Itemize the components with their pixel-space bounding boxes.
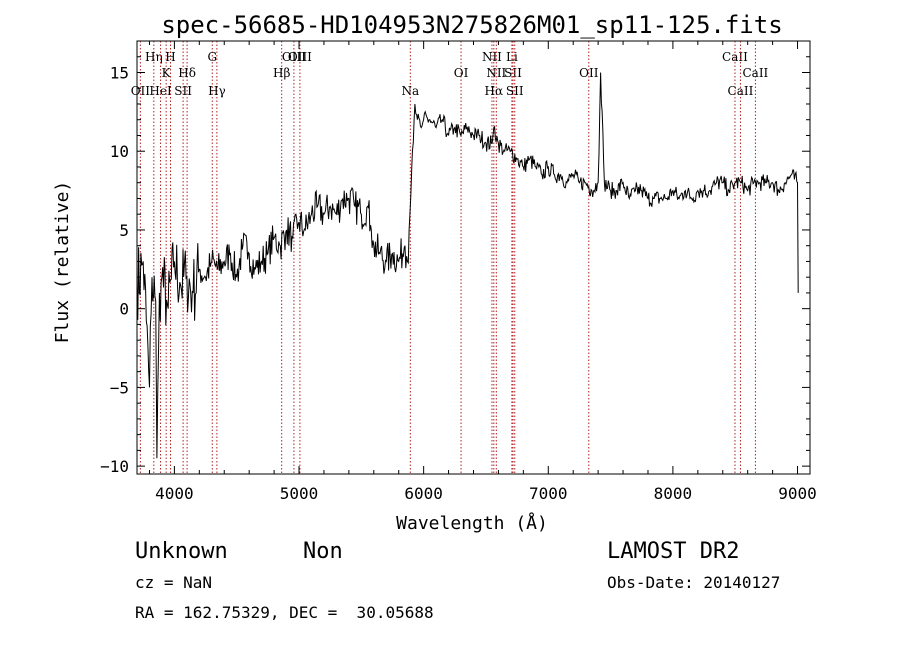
- y-tick-label: −5: [110, 378, 129, 397]
- object-subclass: Non: [303, 539, 343, 564]
- y-tick-label: −10: [100, 457, 129, 476]
- x-tick-label: 5000: [280, 484, 319, 503]
- line-marker-label: NII: [482, 50, 502, 64]
- line-marker-label: G: [207, 50, 217, 64]
- chart-title: spec-56685-HD104953N275826M01_sp11-125.f…: [161, 11, 782, 39]
- spectrum-line: [136, 72, 799, 459]
- line-marker-label: SII: [506, 84, 524, 98]
- y-tick-label: 10: [110, 142, 129, 161]
- survey-name: LAMOST DR2: [607, 539, 740, 564]
- y-axis-label: Flux (relative): [52, 181, 73, 344]
- line-marker-label: Hβ: [273, 66, 290, 80]
- line-marker-label: OII: [131, 84, 151, 98]
- line-marker-label: SII: [504, 66, 522, 80]
- line-marker-label: OIII: [282, 50, 306, 64]
- x-tick-label: 8000: [654, 484, 693, 503]
- line-marker-label: OI: [454, 66, 469, 80]
- x-tick-label: 9000: [778, 484, 817, 503]
- x-axis-label: Wavelength (Å): [396, 512, 548, 534]
- y-tick-label: 0: [119, 300, 129, 319]
- y-tick-label: 15: [110, 63, 129, 82]
- y-tick-label: 5: [119, 221, 129, 240]
- plot-frame: [136, 40, 811, 475]
- line-marker-label: Hγ: [208, 84, 226, 98]
- axes: 4000 5000 6000 7000 8000 9000 −10 −5 0 5 10 15: [100, 41, 817, 503]
- observation-date: Obs-Date: 20140127: [607, 573, 781, 592]
- line-marker-label: CaII: [722, 50, 748, 64]
- line-marker-label: CaII: [742, 66, 768, 80]
- object-class: Unknown: [135, 539, 228, 564]
- x-tick-label: 7000: [529, 484, 568, 503]
- line-marker-label: HeI: [149, 84, 172, 98]
- line-marker-label: K: [162, 66, 172, 80]
- x-tick-label: 6000: [404, 484, 443, 503]
- line-marker-label: H: [165, 50, 175, 64]
- line-marker-label: Hη: [145, 50, 163, 64]
- line-marker-label: Hδ: [178, 66, 196, 80]
- line-marker-label: OII: [579, 66, 599, 80]
- line-marker-label: SII: [174, 84, 192, 98]
- line-marker-label: NII: [486, 66, 506, 80]
- line-marker-label: OIII: [288, 50, 312, 64]
- coordinates: RA = 162.75329, DEC = 30.05688: [135, 603, 434, 622]
- line-marker-label: Hα: [485, 84, 504, 98]
- line-marker-label: Na: [401, 84, 419, 98]
- line-marker-label: Li: [506, 50, 518, 64]
- line-marker-label: CaII: [728, 84, 754, 98]
- x-tick-label: 4000: [155, 484, 194, 503]
- redshift-cz: cz = NaN: [135, 573, 213, 592]
